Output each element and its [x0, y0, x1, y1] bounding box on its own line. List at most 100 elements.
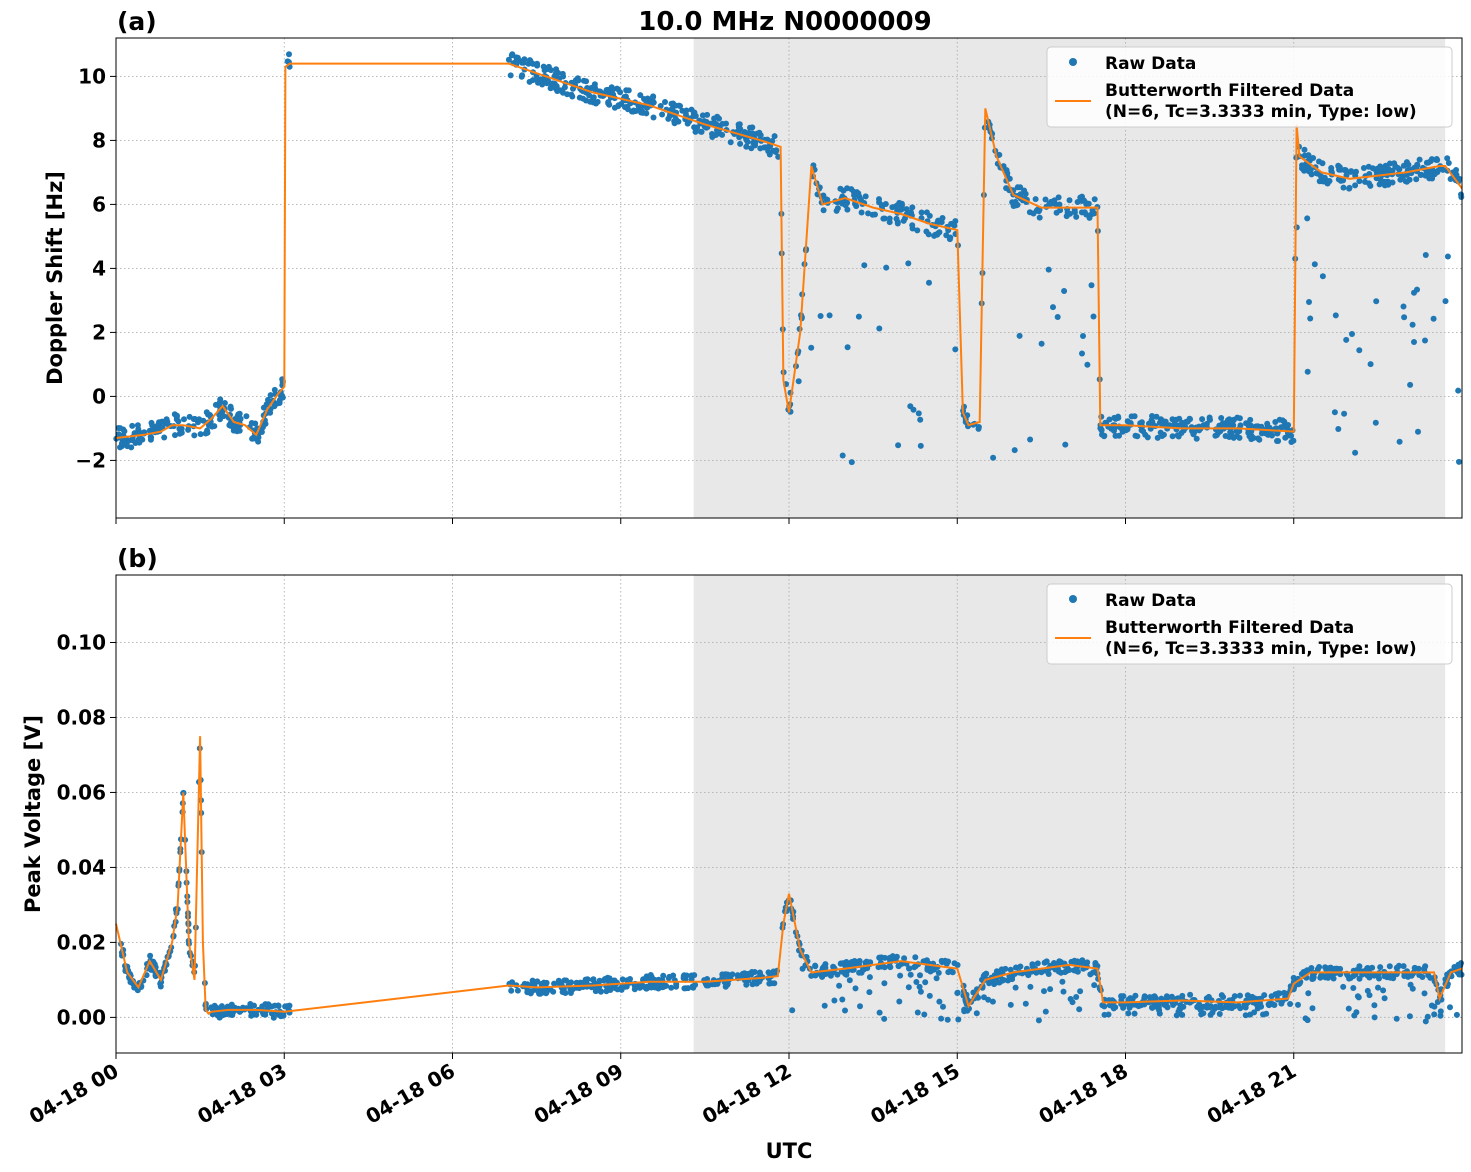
raw-data-point: [1428, 156, 1435, 163]
raw-data-point: [236, 410, 243, 417]
y-tick-label: 4: [92, 256, 106, 280]
raw-data-point: [1355, 994, 1362, 1001]
raw-data-point: [1381, 995, 1388, 1002]
raw-data-point: [1017, 191, 1024, 198]
raw-data-point: [1352, 182, 1359, 189]
raw-data-point: [644, 95, 651, 102]
raw-data-point: [615, 86, 622, 93]
x-tick-label: 04-18 09: [530, 1059, 628, 1129]
raw-data-point: [926, 212, 933, 219]
raw-data-point: [1256, 436, 1263, 443]
raw-data-point: [1409, 985, 1416, 992]
panel-a-filtered-line: [115, 62, 1463, 439]
raw-data-point: [228, 1001, 235, 1008]
raw-data-point: [1340, 983, 1347, 990]
raw-data-point: [990, 454, 997, 461]
raw-data-point: [1456, 971, 1463, 978]
raw-data-point: [1400, 173, 1406, 180]
raw-data-point: [259, 424, 266, 431]
raw-data-point: [846, 977, 853, 984]
raw-data-point: [1101, 1003, 1108, 1010]
raw-data-point: [1153, 413, 1160, 420]
x-tick-label: 04-18 18: [1034, 1059, 1132, 1129]
raw-data-point: [954, 989, 961, 996]
raw-data-point: [1206, 1004, 1213, 1011]
raw-data-point: [534, 978, 541, 985]
raw-data-point: [1325, 974, 1332, 981]
raw-data-point: [1251, 1009, 1258, 1016]
raw-data-point: [1360, 165, 1367, 171]
raw-data-point: [921, 1011, 928, 1018]
raw-data-point: [665, 975, 672, 982]
raw-data-point: [917, 988, 924, 995]
raw-data-point: [196, 416, 203, 423]
raw-data-point: [1046, 200, 1053, 207]
raw-data-point: [996, 151, 1003, 158]
raw-data-point: [197, 431, 204, 438]
raw-data-point: [679, 107, 686, 114]
raw-data-point: [552, 71, 559, 78]
raw-data-point: [839, 452, 846, 459]
raw-data-point: [931, 232, 938, 239]
raw-data-point: [637, 92, 644, 99]
raw-data-point: [749, 124, 756, 131]
raw-data-point: [255, 438, 262, 445]
raw-data-point: [1059, 978, 1066, 985]
panel-b-y-ticks: 0.00 0.02 0.04 0.06 0.08 0.10: [57, 630, 116, 1029]
raw-data-point: [773, 147, 780, 154]
raw-data-point: [1381, 166, 1388, 173]
raw-data-point: [737, 140, 744, 147]
panel-a-doppler: (a) −2 0 2 4 6 8 10 Doppler Shift [Hz] Raw Dat…: [43, 7, 1465, 524]
raw-data-point: [1341, 167, 1348, 173]
raw-data-point: [1421, 965, 1428, 972]
raw-data-point: [826, 312, 833, 319]
raw-data-point: [940, 1003, 946, 1010]
raw-data-point: [1193, 435, 1200, 442]
raw-data-point: [602, 976, 609, 982]
raw-data-point: [881, 954, 888, 961]
raw-data-point: [1400, 162, 1407, 169]
legend-raw-label: Raw Data: [1105, 591, 1196, 611]
raw-data-point: [1159, 433, 1166, 439]
raw-data-point: [1318, 972, 1325, 979]
raw-data-point: [1444, 253, 1451, 260]
raw-data-point: [1431, 1011, 1438, 1018]
raw-data-point: [719, 131, 726, 138]
raw-data-point: [564, 91, 571, 98]
raw-data-point: [1032, 196, 1039, 203]
raw-data-point: [1106, 416, 1113, 423]
raw-data-point: [1408, 972, 1415, 979]
raw-data-point: [631, 986, 638, 993]
raw-data-point: [1396, 438, 1403, 445]
raw-data-point: [1036, 214, 1043, 221]
raw-data-point: [615, 103, 622, 110]
y-tick-label: 2: [92, 320, 106, 344]
raw-data-point: [735, 127, 742, 134]
raw-data-point: [1281, 989, 1288, 996]
raw-data-point: [1343, 172, 1350, 179]
raw-data-point: [1376, 975, 1382, 982]
raw-data-point: [248, 1012, 255, 1019]
raw-data-point: [1447, 176, 1454, 182]
raw-data-point: [575, 77, 582, 84]
raw-data-point: [218, 1003, 225, 1010]
raw-data-point: [1071, 967, 1078, 974]
raw-data-point: [1110, 1005, 1117, 1012]
raw-data-point: [1242, 1012, 1249, 1019]
raw-data-point: [190, 416, 197, 423]
raw-data-point: [1237, 992, 1243, 999]
raw-data-point: [508, 987, 515, 994]
raw-data-point: [135, 426, 142, 433]
raw-data-point: [1428, 1002, 1435, 1009]
raw-data-point: [1307, 315, 1314, 322]
raw-data-point: [1305, 152, 1312, 159]
raw-data-point: [912, 954, 919, 961]
raw-data-point: [1394, 964, 1401, 971]
raw-data-point: [127, 979, 134, 986]
raw-data-point: [1380, 987, 1387, 994]
raw-data-point: [1091, 196, 1098, 203]
raw-data-point: [1411, 339, 1417, 345]
raw-data-point: [1225, 1004, 1232, 1011]
raw-data-point: [908, 209, 914, 216]
raw-data-point: [1053, 209, 1060, 216]
